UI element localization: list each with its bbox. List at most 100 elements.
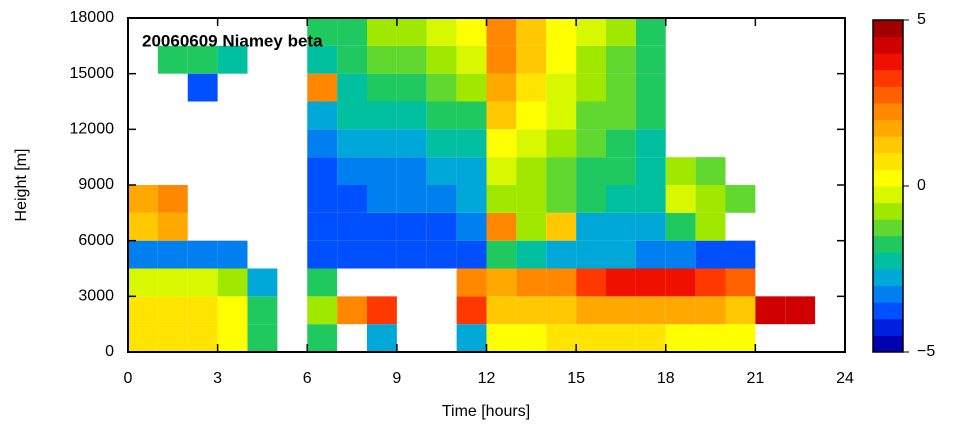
x-tick-label: 3 — [213, 370, 222, 387]
x-tick-label: 0 — [124, 370, 133, 387]
heatmap-cell — [396, 18, 427, 46]
heatmap-cell — [606, 185, 636, 213]
x-tick-label: 21 — [746, 370, 764, 387]
heatmap-cell — [337, 157, 367, 185]
heatmap-cell — [695, 212, 726, 241]
heatmap-cell — [187, 45, 218, 74]
heatmap-cell — [396, 101, 427, 130]
heatmap-cell — [396, 73, 427, 102]
colorbar-band — [873, 186, 903, 204]
heatmap-cell — [486, 101, 517, 130]
heatmap-cell — [546, 157, 577, 185]
heatmap-cell — [516, 45, 547, 74]
colorbar-tick-label: 5 — [917, 11, 926, 28]
colorbar-band — [873, 219, 903, 237]
heatmap-cell — [516, 18, 547, 46]
heatmap-cell — [576, 101, 606, 130]
heatmap-cell — [576, 18, 606, 46]
heatmap-cell — [516, 129, 547, 158]
heatmap-cell — [307, 268, 338, 297]
heatmap-cell — [755, 296, 786, 325]
heatmap-cell — [546, 296, 577, 325]
heatmap-cell — [367, 185, 397, 213]
heatmap-cell — [456, 101, 487, 130]
heatmap-cell — [546, 18, 577, 46]
colorbar-band — [873, 69, 903, 87]
heatmap-cell — [725, 268, 756, 297]
heatmap-cell — [635, 45, 666, 74]
heatmap-cell — [187, 296, 218, 325]
heatmap-cell — [426, 45, 457, 74]
heatmap-cell — [665, 268, 696, 297]
heatmap-cell — [725, 324, 756, 352]
heatmap-cell — [606, 157, 636, 185]
colorbar-band — [873, 86, 903, 104]
heatmap-cell — [516, 212, 547, 241]
heatmap-cell — [367, 296, 397, 325]
heatmap-cell — [576, 240, 606, 269]
heatmap-cell — [725, 240, 756, 269]
heatmap-cell — [396, 129, 427, 158]
heatmap-cell — [546, 73, 577, 102]
heatmap-cell — [337, 212, 367, 241]
heatmap-cell — [396, 240, 427, 269]
x-tick-label: 12 — [478, 370, 496, 387]
x-tick-label: 6 — [303, 370, 312, 387]
heatmap-cell — [665, 185, 696, 213]
colorbar-band — [873, 202, 903, 220]
heatmap-cell — [486, 129, 517, 158]
heatmap-cell — [426, 73, 457, 102]
heatmap-cell — [367, 240, 397, 269]
heatmap-cell — [635, 240, 666, 269]
heatmap-cell — [606, 296, 636, 325]
heatmap-cell — [456, 212, 487, 241]
heatmap-cell — [635, 296, 666, 325]
heatmap-cell — [337, 185, 367, 213]
y-tick-label: 6000 — [78, 232, 114, 249]
colorbar-tick-label: 0 — [917, 177, 926, 194]
chart-title: 20060609 Niamey beta — [142, 31, 323, 50]
heatmap-cell — [785, 296, 816, 325]
colorbar-band — [873, 302, 903, 320]
heatmap-cell — [606, 240, 636, 269]
heatmap-cell — [307, 157, 338, 185]
heatmap-cell — [337, 45, 367, 74]
colorbar-band — [873, 269, 903, 287]
heatmap-cell — [576, 268, 606, 297]
heatmap-cell — [307, 73, 338, 102]
heatmap-cell — [307, 101, 338, 130]
heatmap-cell — [128, 185, 158, 213]
heatmap-cell — [516, 157, 547, 185]
heatmap-cell — [456, 240, 487, 269]
x-tick-label: 24 — [836, 370, 854, 387]
heatmap-cell — [157, 268, 188, 297]
heatmap-cell — [635, 324, 666, 352]
heatmap-cell — [516, 101, 547, 130]
heatmap-cell — [635, 129, 666, 158]
heatmap-cell — [546, 101, 577, 130]
heatmap-cell — [695, 296, 726, 325]
heatmap-cell — [307, 18, 338, 46]
heatmap-cell — [635, 185, 666, 213]
heatmap-cell — [725, 296, 756, 325]
heatmap-cell — [606, 101, 636, 130]
y-axis-title: Height [m] — [13, 149, 30, 222]
heatmap-cell — [456, 185, 487, 213]
colorbar-band — [873, 103, 903, 121]
heatmap-cell — [396, 45, 427, 74]
heatmap-cell — [426, 101, 457, 130]
heatmap-cell — [546, 240, 577, 269]
heatmap-cell — [486, 157, 517, 185]
heatmap-cell — [606, 45, 636, 74]
colorbar-band — [873, 136, 903, 154]
heatmap-cell — [576, 296, 606, 325]
heatmap-cell — [456, 268, 487, 297]
heatmap-cell — [426, 240, 457, 269]
heatmap-cell — [725, 185, 756, 213]
heatmap-cell — [247, 324, 278, 352]
heatmap-cell — [307, 296, 338, 325]
heatmap-cell — [665, 296, 696, 325]
heatmap-cell — [635, 73, 666, 102]
colorbar-band — [873, 20, 903, 38]
